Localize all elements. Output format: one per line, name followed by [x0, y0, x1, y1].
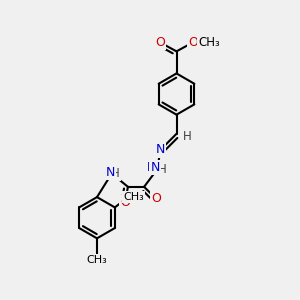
- Text: H: H: [158, 163, 166, 176]
- Text: O: O: [155, 36, 165, 49]
- Text: N: N: [156, 143, 165, 157]
- Text: O: O: [120, 196, 130, 209]
- Text: CH₃: CH₃: [123, 192, 144, 202]
- Text: H: H: [111, 167, 120, 180]
- Text: O: O: [151, 192, 161, 205]
- Text: N: N: [105, 166, 115, 178]
- Text: CH₃: CH₃: [87, 255, 107, 265]
- Text: H: H: [146, 160, 155, 174]
- Text: O: O: [188, 36, 198, 49]
- Text: H: H: [182, 130, 191, 143]
- Text: CH₃: CH₃: [198, 36, 220, 49]
- Text: N: N: [150, 161, 160, 174]
